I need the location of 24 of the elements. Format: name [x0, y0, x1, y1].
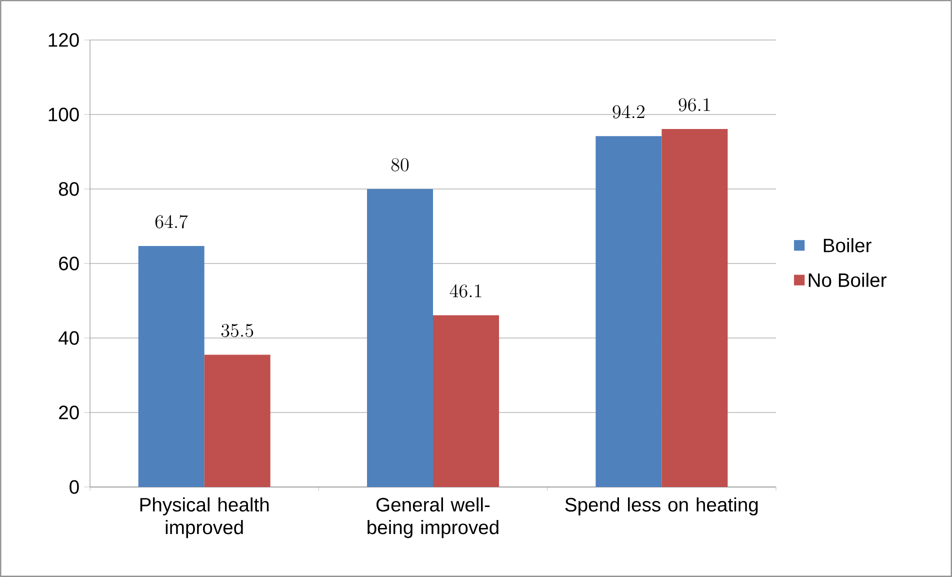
x-tick-label: General well-being improved [368, 497, 498, 538]
data-label: 35.5 [221, 324, 254, 338]
bar [204, 354, 270, 487]
y-tick-label: 40 [58, 331, 79, 345]
data-label: 94.2 [612, 105, 644, 118]
y-tick-label: 20 [59, 406, 79, 420]
bar [367, 188, 434, 487]
y-tick-label: 0 [70, 480, 79, 494]
y-tick-label: 120 [48, 33, 79, 47]
legend-label: No Boiler [808, 272, 886, 288]
data-label: 80 [391, 158, 409, 172]
data-label: 64.7 [155, 214, 188, 228]
bar [138, 246, 204, 487]
y-tick-label: 100 [48, 108, 79, 122]
legend-label: Boiler [824, 238, 872, 252]
y-tick-label: 80 [58, 182, 79, 196]
x-tick-label: Physical health improved [140, 497, 269, 538]
y-tick-label: 60 [59, 256, 79, 270]
x-tick-label: Spend less on heating [565, 497, 758, 516]
data-label: 46. 1 [450, 284, 482, 298]
bar [596, 136, 662, 487]
bar [433, 315, 500, 487]
bar [662, 129, 728, 487]
data-label: 96. 1 [678, 98, 710, 112]
